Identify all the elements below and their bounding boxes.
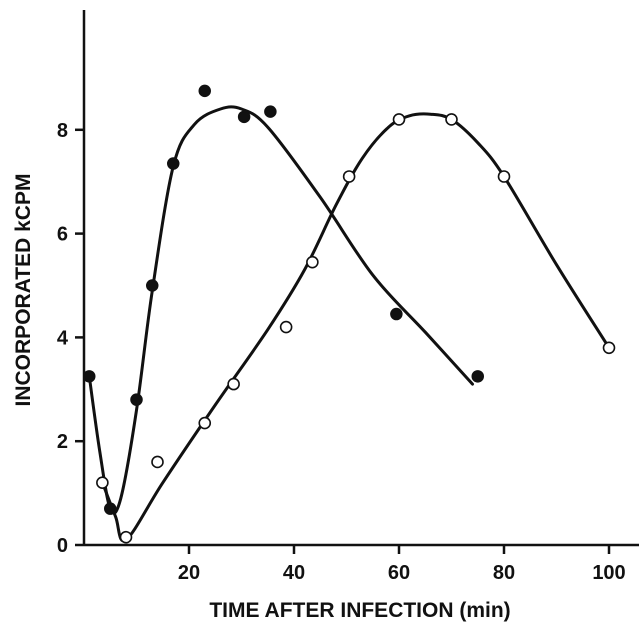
data-point-open bbox=[151, 455, 164, 469]
data-point-open bbox=[96, 476, 109, 490]
data-point-open bbox=[306, 255, 319, 269]
series-line-open bbox=[100, 112, 611, 543]
y-axis-label: INCORPORATED kCPM bbox=[12, 174, 35, 407]
y-tick-label: 4 bbox=[57, 327, 69, 349]
data-point-filled bbox=[104, 502, 117, 515]
data-points bbox=[83, 84, 616, 544]
data-point-open bbox=[602, 341, 616, 355]
data-point-open bbox=[279, 320, 293, 334]
y-tick-label: 0 bbox=[57, 535, 68, 557]
x-tick-label: 100 bbox=[592, 562, 625, 584]
data-point-filled bbox=[167, 157, 180, 170]
series-curves bbox=[87, 105, 611, 543]
data-point-filled bbox=[83, 370, 96, 383]
data-point-open bbox=[227, 377, 240, 391]
x-tick-label: 80 bbox=[493, 562, 515, 584]
data-point-filled bbox=[237, 110, 251, 124]
data-point-filled bbox=[390, 307, 403, 321]
data-point-open bbox=[497, 170, 511, 183]
y-tick-label: 8 bbox=[57, 120, 68, 142]
data-point-filled bbox=[471, 370, 484, 383]
data-point-open bbox=[119, 530, 133, 544]
y-tick-label: 2 bbox=[57, 431, 68, 453]
y-tick-label: 6 bbox=[57, 224, 68, 246]
data-point-open bbox=[342, 170, 356, 183]
data-point-open bbox=[198, 416, 212, 430]
data-point-filled bbox=[198, 84, 211, 98]
data-point-open bbox=[392, 113, 406, 126]
data-point-open bbox=[445, 113, 458, 126]
x-tick-label: 60 bbox=[388, 562, 410, 584]
x-axis-label: TIME AFTER INFECTION (min) bbox=[209, 599, 510, 622]
ticks: 20 40 60 80 100 0 2 4 6 8 bbox=[57, 120, 626, 584]
data-point-filled bbox=[264, 105, 277, 118]
x-tick-label: 20 bbox=[178, 562, 200, 584]
data-point-filled bbox=[146, 279, 159, 292]
data-point-filled bbox=[130, 393, 143, 406]
x-tick-label: 40 bbox=[283, 562, 305, 584]
